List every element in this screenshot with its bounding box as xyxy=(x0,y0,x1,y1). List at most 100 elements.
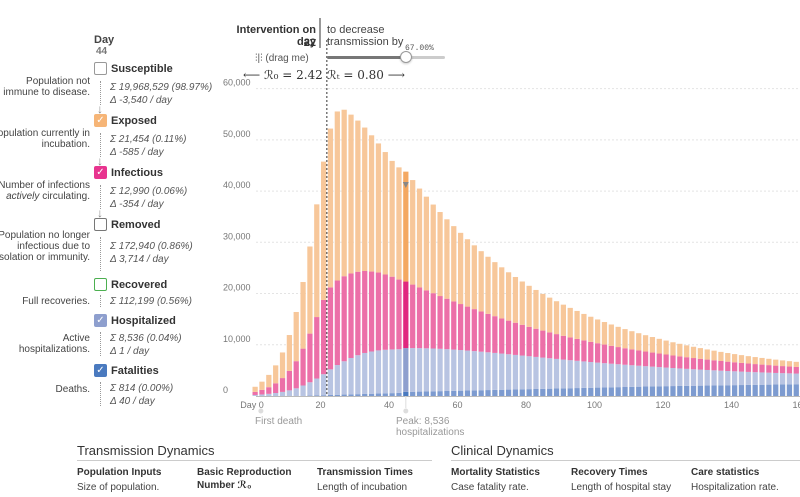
bar-exposed xyxy=(745,356,751,364)
bar-fatalities xyxy=(553,388,560,396)
bar-infectious xyxy=(553,334,560,359)
bar-exposed xyxy=(588,316,594,342)
day-value: 44 xyxy=(96,46,108,57)
bar-fatalities xyxy=(505,389,512,396)
bar-fatalities xyxy=(608,387,614,396)
bar-exposed xyxy=(670,342,676,356)
drag-handle[interactable]: ⫶|⫶ (drag me) xyxy=(255,53,309,64)
bar-infectious xyxy=(362,270,368,353)
fatalities-checkbox[interactable]: ✓ xyxy=(94,364,107,377)
bar-hospitalized xyxy=(779,373,786,385)
removed-checkbox[interactable] xyxy=(94,218,107,231)
recovered-connector xyxy=(100,295,101,307)
bar-hospitalized xyxy=(355,355,361,395)
bar-hospitalized xyxy=(464,350,471,391)
bar-fatalities xyxy=(416,391,423,396)
arrow-down-icon: ↓ xyxy=(97,206,103,220)
bar-exposed xyxy=(636,333,642,351)
bar-infectious xyxy=(684,357,690,369)
bar-exposed xyxy=(334,111,340,281)
bar-infectious xyxy=(499,318,505,354)
bar-infectious xyxy=(505,320,512,355)
bar-fatalities xyxy=(526,389,532,396)
bar-infectious xyxy=(642,351,649,367)
fatalities-connector xyxy=(100,382,101,406)
bar-hospitalized xyxy=(670,368,676,387)
bar-hospitalized xyxy=(615,364,621,388)
bar-hospitalized xyxy=(499,353,505,390)
bar-fatalities xyxy=(348,394,354,396)
transmission-times-heading: Transmission Times xyxy=(317,467,413,478)
hospitalized-checkbox[interactable]: ✓ xyxy=(94,314,107,327)
bar-hospitalized xyxy=(704,369,710,386)
bar-fatalities xyxy=(485,390,491,396)
bar-fatalities xyxy=(718,385,724,396)
infectious-connector xyxy=(100,185,101,209)
bar-exposed xyxy=(581,313,587,341)
bar-hospitalized xyxy=(725,370,731,386)
transmission-slider[interactable] xyxy=(327,51,445,63)
bar-exposed xyxy=(478,251,484,312)
bar-exposed xyxy=(355,120,361,272)
exposed-sum: Σ 21,454 (0.11%) xyxy=(110,133,186,146)
exposed-checkbox[interactable]: ✓ xyxy=(94,114,107,127)
intervention-title: Intervention on day xyxy=(236,24,316,48)
bar-exposed xyxy=(793,361,799,367)
bar-hospitalized xyxy=(478,351,484,391)
bar-exposed xyxy=(656,338,662,354)
bar-infectious xyxy=(677,356,683,369)
infectious-label: Infectious xyxy=(111,167,163,179)
bar-exposed xyxy=(505,272,512,321)
bar-fatalities xyxy=(567,388,573,396)
population-inputs-text: Size of population. xyxy=(77,482,160,493)
infectious-checkbox[interactable]: ✓ xyxy=(94,166,107,179)
first-death-annotation: First death xyxy=(255,416,303,427)
bar-exposed xyxy=(327,128,334,288)
y-tick-label: 60,000 xyxy=(223,78,251,88)
bar-exposed xyxy=(499,267,505,319)
slider-thumb[interactable] xyxy=(400,51,413,63)
bar-infectious xyxy=(595,343,601,363)
bar-fatalities xyxy=(642,386,649,396)
bar-exposed xyxy=(348,114,354,274)
bar-infectious xyxy=(444,298,450,350)
bar-exposed xyxy=(341,109,347,277)
bar-fatalities xyxy=(738,385,745,396)
hospitalized-description: Active hospitalizations. xyxy=(18,333,90,355)
bar-exposed xyxy=(444,219,450,299)
bar-infectious xyxy=(341,276,347,362)
bar-hospitalized xyxy=(718,370,724,386)
bar-exposed xyxy=(711,350,717,361)
bar-hospitalized xyxy=(368,351,375,394)
fatalities-delta: Δ 40 / day xyxy=(110,395,155,408)
bar-infectious xyxy=(437,296,443,349)
infectious-desc-em: actively xyxy=(6,191,40,202)
bar-infectious xyxy=(334,280,340,366)
check-icon: ✓ xyxy=(96,365,105,376)
bar-infectious xyxy=(738,362,745,372)
bar-fatalities xyxy=(382,393,388,396)
recovered-checkbox[interactable] xyxy=(94,278,107,291)
bar-fatalities xyxy=(711,385,717,396)
bar-infectious xyxy=(416,287,423,349)
bar-infectious xyxy=(430,293,436,349)
bar-infectious xyxy=(478,311,484,352)
bar-infectious xyxy=(732,362,738,372)
bar-infectious xyxy=(458,304,464,351)
epidemic-chart[interactable]: 0 10,000 20,000 30,000 40,000 50,000 60,000 Day… xyxy=(220,0,800,430)
bar-fatalities xyxy=(375,393,382,396)
bar-hospitalized xyxy=(259,394,265,396)
bar-exposed xyxy=(759,357,765,365)
bar-hospitalized xyxy=(389,349,395,394)
bar-fatalities xyxy=(759,384,765,396)
exposed-description: Population currently in incubation. xyxy=(0,128,90,150)
bar-fatalities xyxy=(423,391,429,396)
bar-infectious xyxy=(608,345,614,364)
bar-fatalities xyxy=(499,389,505,396)
bar-hospitalized xyxy=(732,371,738,386)
drag-handle-icon: ⫶|⫶ xyxy=(255,53,263,64)
susceptible-checkbox[interactable] xyxy=(94,62,107,75)
bar-infectious xyxy=(711,360,717,371)
legend-recovered: Recovered Full recoveries. Σ 112,199 (0.… xyxy=(0,278,240,338)
bar-hospitalized xyxy=(574,360,580,389)
